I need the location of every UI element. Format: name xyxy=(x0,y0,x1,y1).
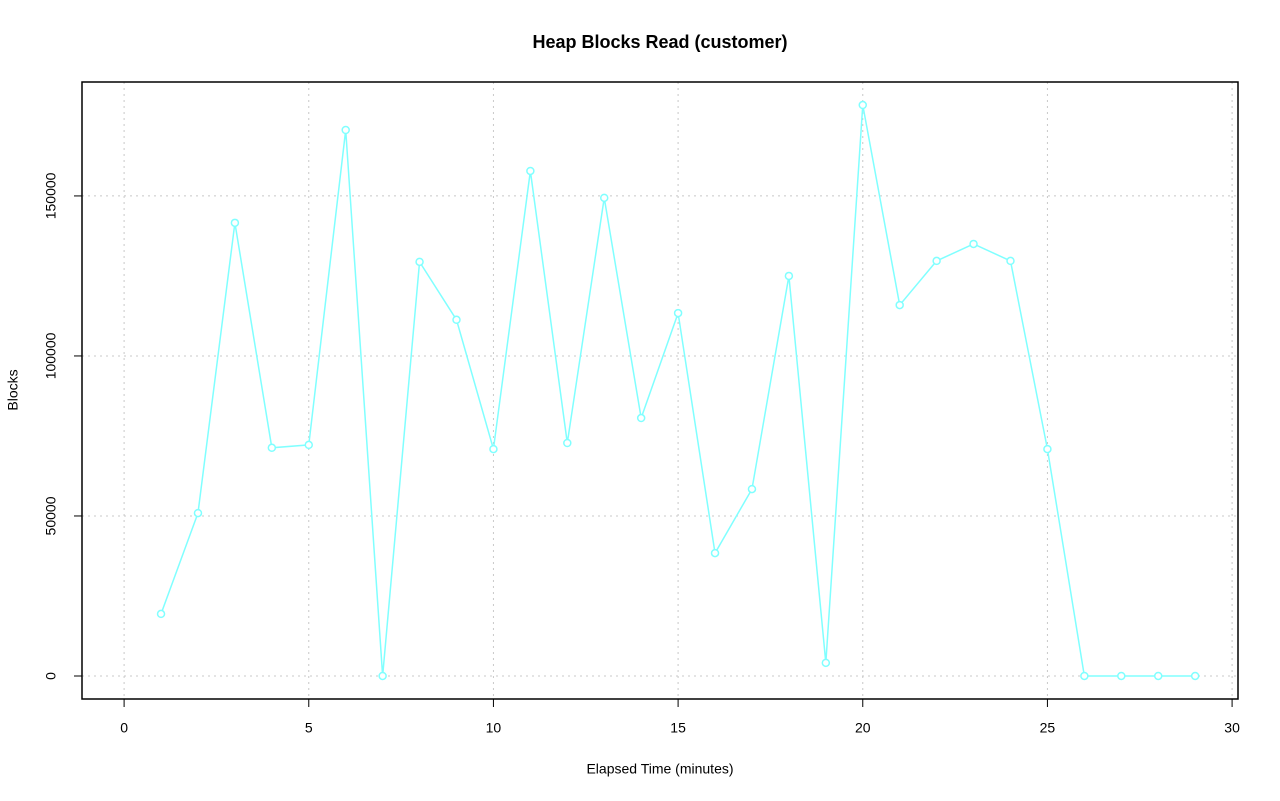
data-point xyxy=(230,218,240,228)
x-tick-label: 10 xyxy=(486,720,502,736)
data-point xyxy=(1006,256,1015,266)
data-point xyxy=(969,239,978,249)
x-tick-label: 0 xyxy=(120,720,128,736)
data-point xyxy=(1080,671,1089,681)
data-point xyxy=(636,413,646,423)
data-point xyxy=(747,484,757,494)
x-tick-label: 25 xyxy=(1040,720,1056,736)
data-point xyxy=(415,257,424,267)
data-point xyxy=(673,308,683,318)
data-point xyxy=(1153,671,1163,681)
data-point xyxy=(489,444,498,454)
x-tick-label: 5 xyxy=(305,720,313,736)
x-tick-label: 20 xyxy=(855,720,871,736)
y-axis-label: Blocks xyxy=(5,369,21,410)
y-tick-label: 0 xyxy=(43,672,59,680)
data-point xyxy=(1043,444,1052,454)
data-point xyxy=(452,315,461,325)
x-tick-label: 30 xyxy=(1224,720,1240,736)
y-tick-label: 100000 xyxy=(43,332,59,379)
data-point xyxy=(858,100,868,110)
data-point xyxy=(378,671,387,681)
data-point xyxy=(932,256,941,266)
chart-title: Heap Blocks Read (customer) xyxy=(532,32,787,52)
y-tick-label: 150000 xyxy=(43,172,59,219)
data-point xyxy=(341,125,350,135)
plot-frame xyxy=(81,81,1239,700)
data-point xyxy=(784,271,794,281)
data-point xyxy=(895,300,904,310)
data-point xyxy=(563,438,572,448)
x-tick-label: 15 xyxy=(670,720,686,736)
data-point xyxy=(710,548,720,558)
data-point xyxy=(1117,671,1126,681)
data-point xyxy=(1190,671,1200,681)
y-tick-label: 50000 xyxy=(43,496,59,535)
data-point xyxy=(526,166,535,176)
data-point xyxy=(304,440,314,450)
data-point xyxy=(193,508,203,518)
data-point xyxy=(821,658,831,668)
data-point xyxy=(599,193,609,203)
data-point xyxy=(267,443,277,453)
x-axis-label: Elapsed Time (minutes) xyxy=(586,761,733,777)
data-point xyxy=(156,609,166,619)
